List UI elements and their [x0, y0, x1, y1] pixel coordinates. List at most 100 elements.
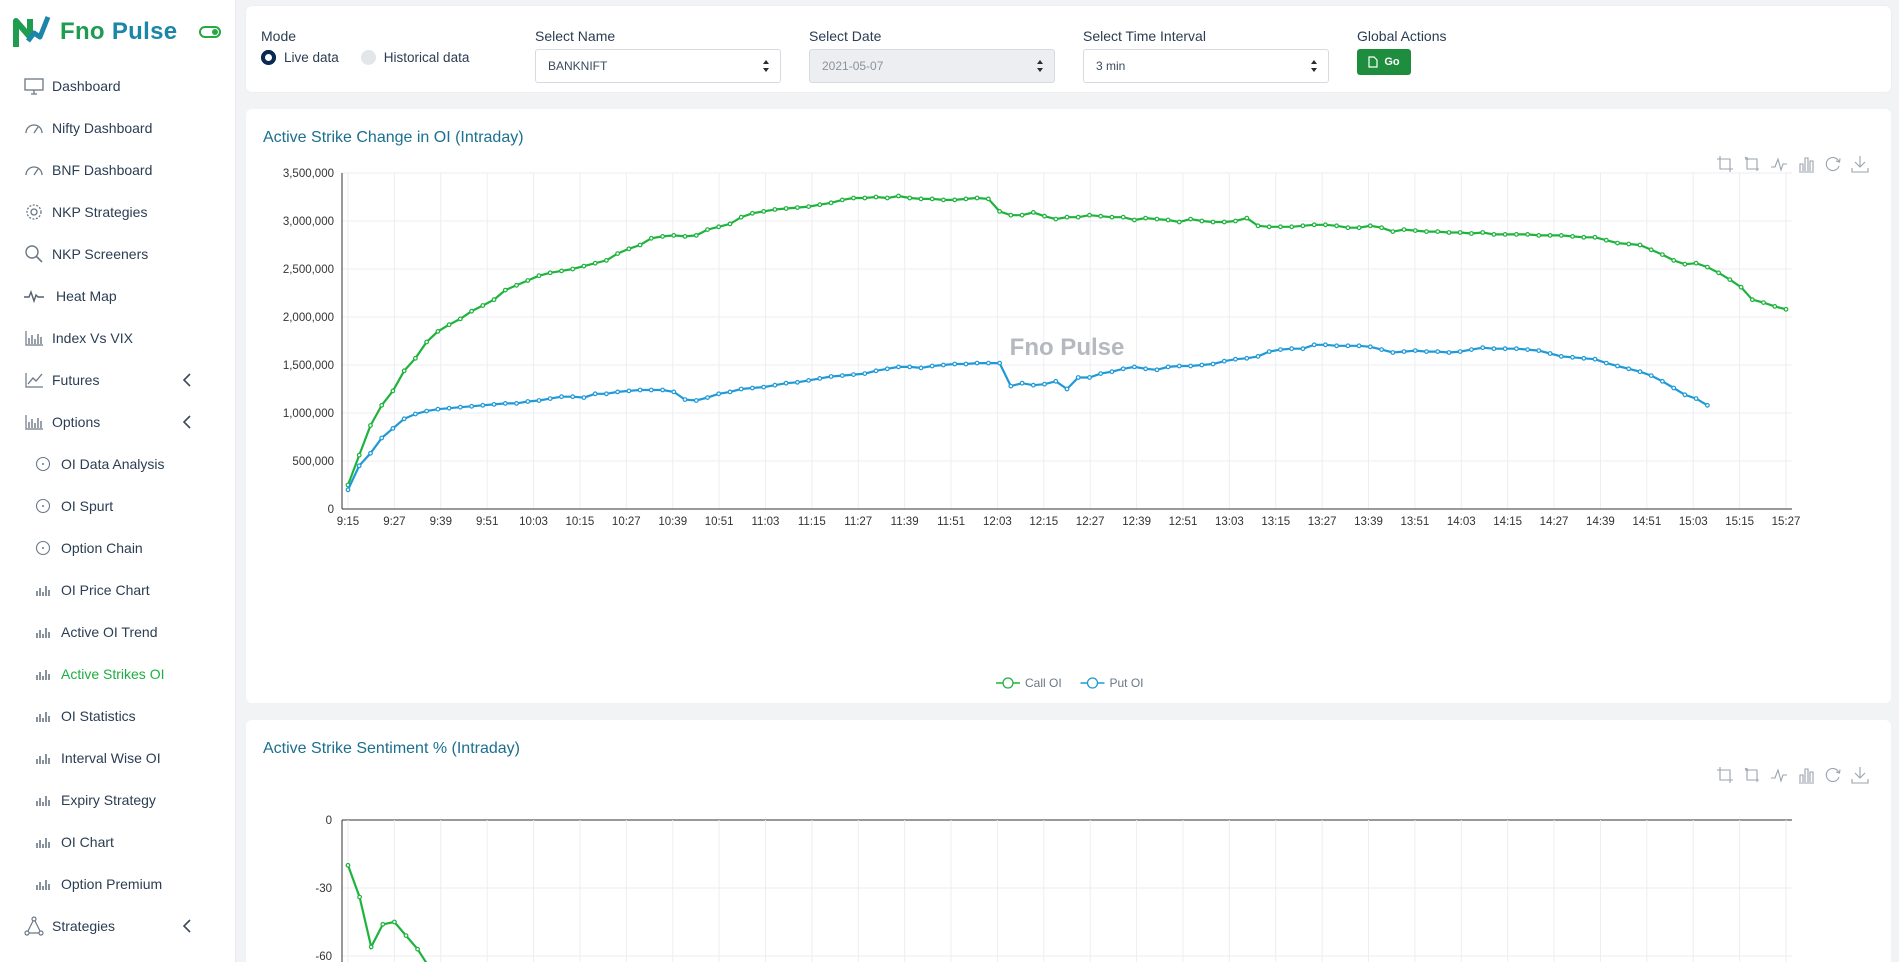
data-point	[1019, 380, 1025, 386]
name-select[interactable]: BANKNIFT	[535, 49, 781, 83]
data-point	[671, 389, 677, 395]
sidebar-item-active-oi-trend[interactable]: Active OI Trend	[0, 614, 235, 650]
data-point	[1053, 378, 1059, 384]
sidebar-item-nkp-strategies[interactable]: NKP Strategies	[0, 194, 235, 230]
data-point	[851, 372, 856, 378]
bar-chart-icon	[32, 622, 54, 642]
sidebar-item-oi-spurt[interactable]: OI Spurt	[0, 488, 235, 524]
zoom-icon[interactable]	[1716, 766, 1734, 784]
sidebar-item-futures[interactable]: Futures	[0, 362, 235, 398]
series-line-sentiment	[346, 864, 428, 962]
interval-select[interactable]: 3 min	[1083, 49, 1329, 83]
sidebar-item-nifty-dashboard[interactable]: Nifty Dashboard	[0, 110, 235, 146]
data-point	[1199, 218, 1205, 224]
chevron-left-icon[interactable]	[182, 919, 192, 933]
sidebar-item-active-strikes-oi[interactable]: Active Strikes OI	[0, 656, 235, 692]
sidebar-item-dashboard[interactable]: Dashboard	[0, 68, 235, 104]
data-point	[1749, 297, 1755, 303]
line-switch-icon[interactable]	[1770, 155, 1788, 173]
legend-marker	[1086, 677, 1099, 689]
zoom-reset-icon[interactable]	[1743, 155, 1761, 173]
chevron-left-icon[interactable]	[182, 415, 192, 429]
data-point	[1278, 224, 1283, 230]
data-point	[514, 401, 519, 406]
historical-data-label[interactable]: Historical data	[383, 50, 470, 65]
download-icon[interactable]	[1851, 766, 1869, 784]
data-point	[1659, 378, 1665, 384]
data-point	[1491, 231, 1497, 237]
data-point	[806, 204, 811, 209]
download-icon[interactable]	[1851, 155, 1869, 173]
restore-icon[interactable]	[1824, 155, 1842, 173]
data-point	[1278, 347, 1283, 353]
sentiment-line-chart: 0 -30 -60	[315, 815, 1792, 962]
data-point	[997, 208, 1002, 214]
go-button[interactable]: Go	[1357, 49, 1411, 75]
data-point	[457, 404, 463, 410]
sidebar-item-interval-wise-oi[interactable]: Interval Wise OI	[0, 740, 235, 776]
data-point	[536, 273, 542, 279]
sidebar-item-bnf-dashboard[interactable]: BNF Dashboard	[0, 152, 235, 188]
chevron-left-icon[interactable]	[182, 373, 192, 387]
data-point	[1042, 381, 1047, 387]
data-point	[952, 197, 958, 203]
data-point	[1210, 219, 1216, 225]
data-point	[1682, 261, 1688, 267]
sidebar-item-oi-price-chart[interactable]: OI Price Chart	[0, 572, 235, 608]
data-point	[368, 944, 374, 950]
data-point	[873, 194, 879, 200]
data-point	[1154, 367, 1160, 373]
bar-chart-icon	[32, 874, 54, 894]
data-point	[457, 316, 463, 322]
data-point	[1221, 358, 1227, 364]
data-point	[401, 368, 407, 374]
sidebar-item-heat-map[interactable]: Heat Map	[0, 278, 235, 314]
live-data-label[interactable]: Live data	[284, 50, 339, 65]
zoom-icon[interactable]	[1716, 155, 1734, 173]
zoom-reset-icon[interactable]	[1743, 766, 1761, 784]
sidebar-item-options[interactable]: Options	[0, 404, 235, 440]
restore-icon[interactable]	[1824, 766, 1842, 784]
filter-bar: Mode Live data Historical data Select Na…	[246, 6, 1891, 92]
data-point	[502, 287, 508, 293]
cog-icon	[23, 202, 45, 222]
data-point	[1648, 247, 1654, 253]
data-point	[1053, 216, 1059, 222]
bar-switch-icon[interactable]	[1797, 766, 1815, 784]
data-point	[929, 363, 935, 369]
data-point	[1491, 346, 1497, 352]
data-point	[357, 894, 362, 900]
sidebar-item-oi-statistics[interactable]: OI Statistics	[0, 698, 235, 734]
bar-switch-icon[interactable]	[1797, 155, 1815, 173]
sidebar-item-option-chain[interactable]: Option Chain	[0, 530, 235, 566]
data-point	[1311, 342, 1317, 348]
data-point	[1188, 363, 1193, 369]
sidebar-item-nkp-screeners[interactable]: NKP Screeners	[0, 236, 235, 272]
monitor-icon	[23, 76, 45, 96]
date-select[interactable]: 2021-05-07	[809, 49, 1055, 83]
data-point	[772, 207, 778, 212]
sidebar-item-oi-data-analysis[interactable]: OI Data Analysis	[0, 446, 235, 482]
data-point	[401, 416, 407, 422]
data-point	[1132, 217, 1137, 223]
line-switch-icon[interactable]	[1770, 766, 1788, 784]
sidebar-item-label: Option Premium	[61, 876, 163, 892]
data-point	[974, 195, 980, 201]
data-point	[491, 297, 497, 303]
circle-icon	[32, 538, 54, 558]
sidebar-item-oi-chart[interactable]: OI Chart	[0, 824, 235, 860]
sidebar-item-expiry-strategy[interactable]: Expiry Strategy	[0, 782, 235, 818]
name-group: Select Name BANKNIFT	[535, 28, 781, 83]
data-point	[1165, 217, 1171, 223]
brand: Fno Pulse	[0, 0, 235, 64]
sidebar-item-index-vs-vix[interactable]: Index Vs VIX	[0, 320, 235, 356]
data-point	[1648, 373, 1654, 379]
data-point	[1379, 225, 1384, 231]
data-point	[1379, 347, 1384, 353]
theme-toggle[interactable]	[199, 26, 222, 38]
sidebar-item-strategies[interactable]: Strategies	[0, 908, 235, 944]
live-data-radio[interactable]	[261, 50, 276, 65]
sidebar-item-option-premium[interactable]: Option Premium	[0, 866, 235, 902]
data-point	[356, 452, 362, 458]
historical-data-radio[interactable]	[360, 50, 376, 65]
